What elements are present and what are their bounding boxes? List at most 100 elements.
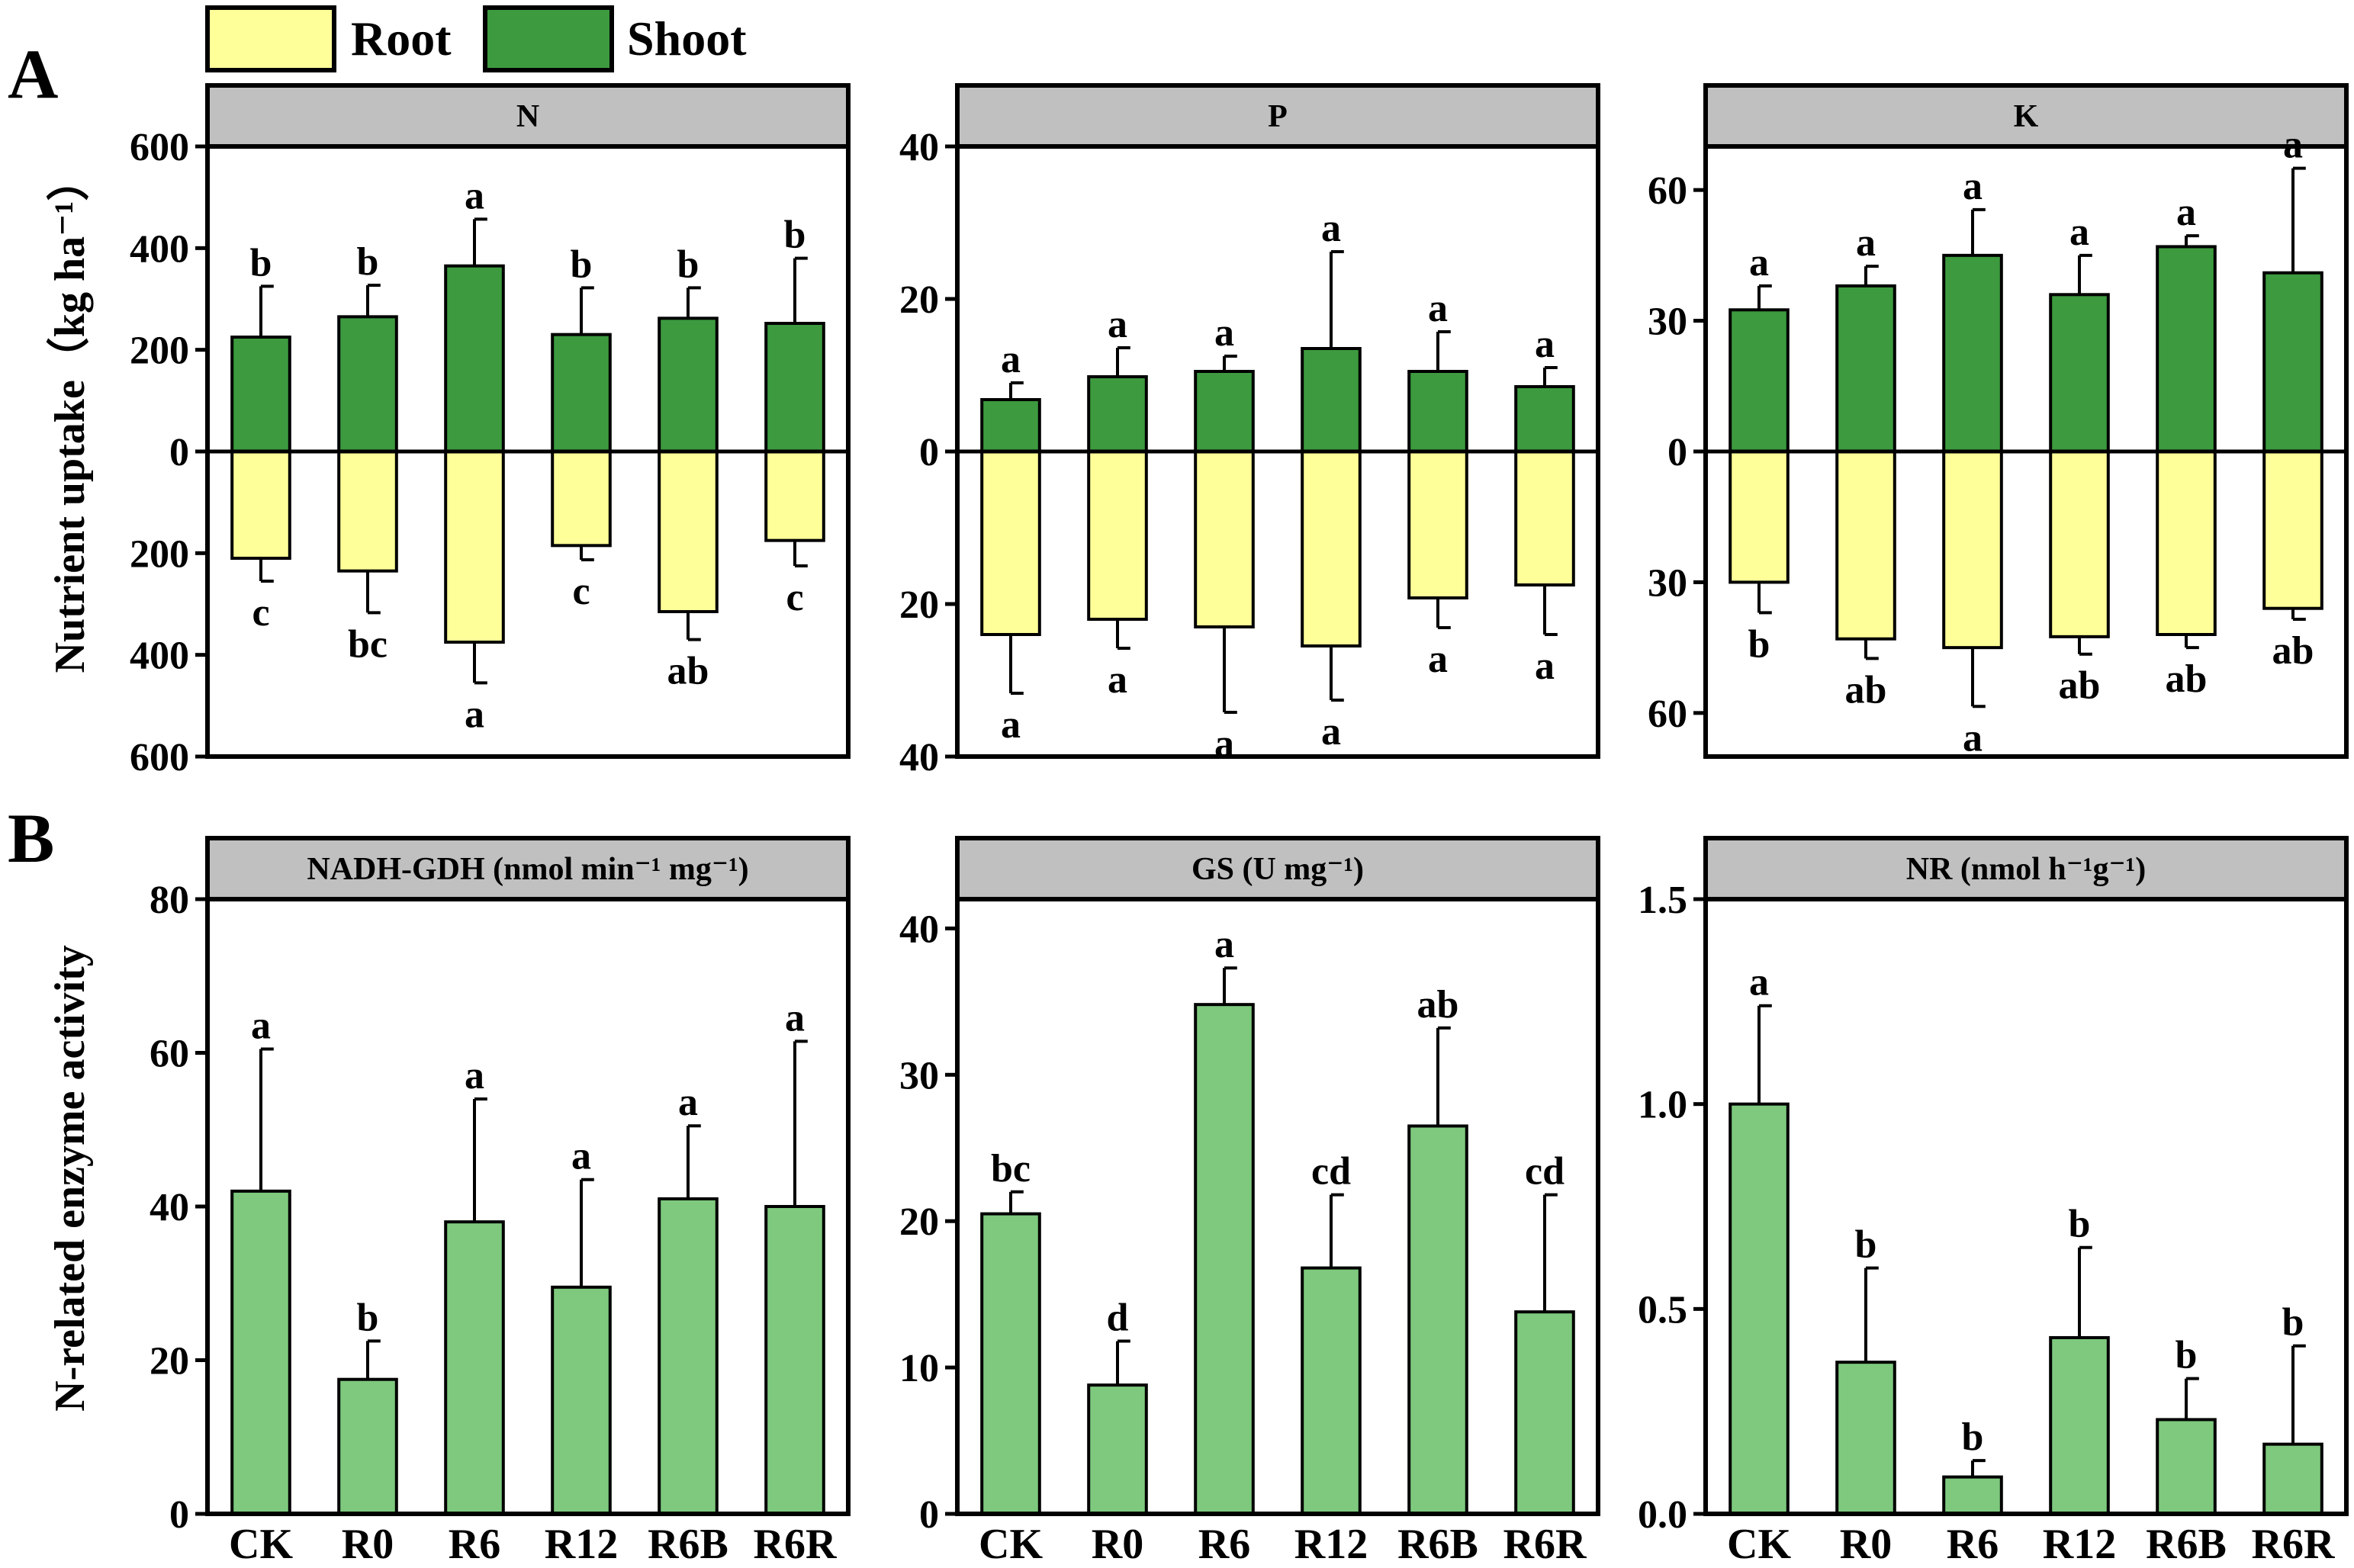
bar-k-shoot-r0 [1835,284,1896,453]
sig-letter-p-root: a [1535,644,1555,688]
bar-nadh-gdh-enzyme-r6b [658,1197,719,1516]
y-tick-label-k: 0 [1667,431,1687,474]
y-tick-label-n: 400 [130,227,189,271]
sig-letter-n-shoot: b [677,243,699,286]
bar-n-shoot-r6b [658,316,719,454]
bar-k-root-ck [1729,450,1790,584]
sig-letter-p-root: a [1108,658,1127,702]
bar-p-root-r6b [1407,450,1468,599]
plot-frame-k [1703,144,2349,759]
sig-letter-p-root: a [1001,703,1021,747]
y-tick-label-nadh-gdh: 60 [150,1033,189,1076]
y-tick-label-k: 30 [1648,300,1687,344]
y-tick-label-n: 600 [130,736,189,779]
bar-p-root-r6r [1514,450,1575,586]
legend: Root Shoot [205,5,747,72]
x-tick-label-nr: R0 [1840,1521,1892,1568]
bar-k-root-r6r [2262,450,2323,610]
bar-n-root-r12 [551,450,612,548]
y-tick-label-nr: 1.5 [1638,879,1687,922]
panel-header-nr [1703,836,2349,901]
sig-letter-nadh-gdh-enzyme: a [571,1135,591,1178]
y-tick-label-gs: 30 [899,1054,939,1097]
y-tick-label-n: 200 [130,532,189,576]
panel-title-gs: GS (U mg⁻¹) [1191,852,1364,887]
y-tick-label-gs: 10 [899,1347,939,1390]
sig-letter-nadh-gdh-enzyme: a [785,996,805,1039]
x-tick-label-gs: CK [979,1521,1043,1568]
bar-gs-enzyme-r12 [1301,1266,1362,1515]
panel-label-b: B [8,799,54,877]
sig-letter-n-shoot: b [250,241,272,284]
bar-nadh-gdh-enzyme-r6r [764,1205,825,1515]
sig-letter-p-shoot: a [1321,207,1341,250]
bar-nr-enzyme-r6r [2262,1442,2323,1515]
x-tick-label-nadh-gdh: R6B [648,1521,728,1568]
y-tick-label-nr: 0.0 [1638,1493,1687,1537]
sig-letter-k-shoot: a [1963,165,1983,208]
bar-nr-enzyme-ck [1729,1102,1790,1515]
bar-k-root-r12 [2049,450,2110,638]
sig-letter-k-root: a [1963,716,1983,760]
y-tick-label-k: 60 [1648,692,1687,736]
x-tick-label-nr: R6B [2146,1521,2227,1568]
sig-letter-nr-enzyme: b [2176,1334,2198,1377]
row-b-y-axis-title: N-related enzyme activity [47,945,94,1412]
sig-letter-nadh-gdh-enzyme: a [465,1054,484,1097]
plot-frame-n [205,144,851,759]
bar-n-shoot-r6r [764,322,825,453]
bar-p-root-r0 [1087,450,1148,621]
bar-p-shoot-r6 [1194,370,1255,453]
bar-nadh-gdh-enzyme-ck [230,1189,291,1515]
sig-letter-gs-enzyme: bc [991,1147,1031,1190]
sig-letter-p-root: a [1214,722,1234,766]
sig-letter-gs-enzyme: d [1107,1296,1129,1340]
y-tick-label-k: 30 [1648,561,1687,605]
legend-shoot-label: Shoot [627,11,747,66]
sig-letter-p-shoot: a [1214,311,1234,355]
sig-letter-p-root: a [1428,638,1448,681]
y-tick-label-gs: 20 [899,1200,939,1244]
plot-frame-nadh-gdh [205,897,851,1516]
bar-k-shoot-r6 [1942,253,2003,453]
sig-letter-gs-enzyme: ab [1417,983,1459,1027]
y-tick-label-nadh-gdh: 80 [150,879,189,922]
x-tick-label-nr: R6R [2252,1521,2335,1568]
panel-gs: GS (U mg⁻¹) 0 10 20 30 40 bc CK d R0 a R6 cd R12 ab R6B… [899,836,1600,1568]
y-tick-label-p: 40 [899,126,939,169]
bar-k-shoot-r12 [2049,293,2110,453]
sig-letter-nr-enzyme: b [1855,1223,1877,1267]
sig-letter-p-shoot: a [1108,303,1127,346]
panel-title-k: K [2014,99,2039,134]
plot-frame-p [955,144,1600,759]
row-a-y-axis-title: Nutrient uptake（kg ha⁻¹） [46,159,94,673]
x-tick-label-gs: R6B [1397,1521,1478,1568]
sig-letter-nr-enzyme: b [2282,1301,2304,1345]
bar-n-shoot-r0 [337,315,398,454]
bar-n-root-r6 [444,450,505,644]
x-tick-label-gs: R6R [1503,1521,1587,1568]
bar-k-root-r0 [1835,450,1896,641]
y-tick-label-n: 200 [130,329,189,373]
x-tick-label-gs: R12 [1294,1521,1368,1568]
sig-letter-gs-enzyme: a [1214,923,1234,966]
sig-letter-nr-enzyme: a [1749,961,1769,1004]
bar-n-shoot-ck [230,336,291,453]
sig-letter-n-root: c [572,570,590,613]
sig-letter-nr-enzyme: b [1962,1415,1984,1459]
bar-k-shoot-r6r [2262,271,2323,454]
sig-letter-p-shoot: a [1535,323,1555,366]
bar-n-shoot-r6 [444,264,505,453]
y-tick-label-n: 400 [130,635,189,678]
panel-title-nadh-gdh: NADH-GDH (nmol min⁻¹ mg⁻¹) [307,852,748,887]
bar-gs-enzyme-r6 [1194,1003,1255,1515]
bar-gs-enzyme-r6r [1514,1310,1575,1515]
bar-nr-enzyme-r12 [2049,1335,2110,1515]
panel-title-nr: NR (nmol h⁻¹g⁻¹) [1906,852,2147,887]
bar-p-shoot-r6b [1407,370,1468,453]
bar-k-root-r6 [1942,450,2003,650]
panel-p-uptake: P 40 20 0 20 40 a a a a a a a a a a a a [899,83,1600,779]
legend-root-label: Root [351,11,452,66]
panel-nadh-gdh: NADH-GDH (nmol min⁻¹ mg⁻¹) 0 20 40 60 80 a CK b R… [150,836,851,1568]
